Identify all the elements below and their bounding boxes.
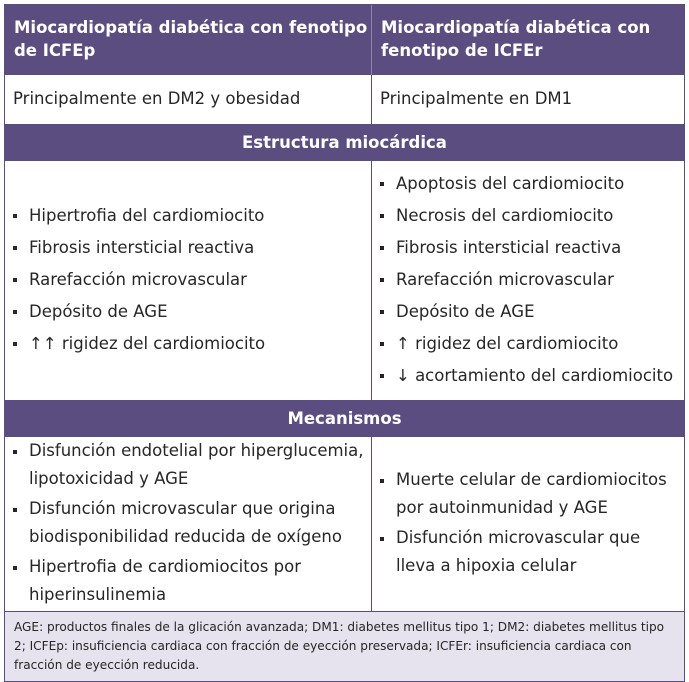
list-item: Rarefacción microvascular (378, 265, 684, 294)
list-item: Fibrosis intersticial reactiva (11, 233, 371, 262)
table-header-row: Miocardiopatía diabética con fenotipo de… (5, 5, 684, 75)
estructura-icfep-list: Hipertrofia del cardiomiocito Fibrosis in… (11, 201, 371, 361)
mecanismos-icfer-list: Muerte celular de cardiomiocitos por aut… (378, 466, 684, 582)
list-item: ↓ acortamiento del cardiomiocito (378, 361, 684, 390)
principal-icfer: Principalmente en DM1 (380, 89, 573, 108)
header-col-icfer: Miocardiopatía diabética con fenotipo de… (381, 18, 651, 60)
list-item: Disfunción endotelial por hiperglucemia,… (11, 437, 371, 492)
list-item: Hipertrofia de cardiomiocitos por hiperi… (11, 553, 371, 608)
comparison-table: Miocardiopatía diabética con fenotipo de… (4, 4, 685, 682)
section-title-estructura: Estructura miocárdica (5, 125, 684, 161)
principal-row: Principalmente en DM2 y obesidad Princip… (5, 75, 684, 125)
estructura-icfer-cell: Apoptosis del cardiomiocito Necrosis del … (372, 161, 684, 400)
estructura-icfep-cell: Hipertrofia del cardiomiocito Fibrosis in… (5, 161, 372, 400)
list-item: Apoptosis del cardiomiocito (378, 169, 684, 198)
list-item: Hipertrofia del cardiomiocito (11, 201, 371, 230)
list-item: Disfunción microvascular que origina bio… (11, 495, 371, 550)
header-col-icfep: Miocardiopatía diabética con fenotipo de… (5, 5, 372, 75)
footnote: AGE: productos finales de la glicación a… (5, 611, 684, 681)
list-item: Muerte celular de cardiomiocitos por aut… (378, 466, 684, 521)
principal-icfep: Principalmente en DM2 y obesidad (5, 75, 372, 124)
mecanismos-icfep-cell: Disfunción endotelial por hiperglucemia,… (5, 437, 372, 611)
estructura-icfer-list: Apoptosis del cardiomiocito Necrosis del … (378, 169, 684, 393)
list-item: ↑ rigidez del cardiomiocito (378, 329, 684, 358)
list-item: Depósito de AGE (378, 297, 684, 326)
estructura-row: Hipertrofia del cardiomiocito Fibrosis in… (5, 161, 684, 401)
mecanismos-row: Disfunción endotelial por hiperglucemia,… (5, 437, 684, 611)
list-item: Disfunción microvascular que lleva a hip… (378, 524, 684, 579)
list-item: Rarefacción microvascular (11, 265, 371, 294)
list-item: Depósito de AGE (11, 297, 371, 326)
section-title-mecanismos: Mecanismos (5, 401, 684, 437)
mecanismos-icfer-cell: Muerte celular de cardiomiocitos por aut… (372, 437, 684, 611)
mecanismos-icfep-list: Disfunción endotelial por hiperglucemia,… (11, 437, 371, 611)
list-item: Necrosis del cardiomiocito (378, 201, 684, 230)
list-item: ↑↑ rigidez del cardiomiocito (11, 329, 371, 358)
list-item: Fibrosis intersticial reactiva (378, 233, 684, 262)
